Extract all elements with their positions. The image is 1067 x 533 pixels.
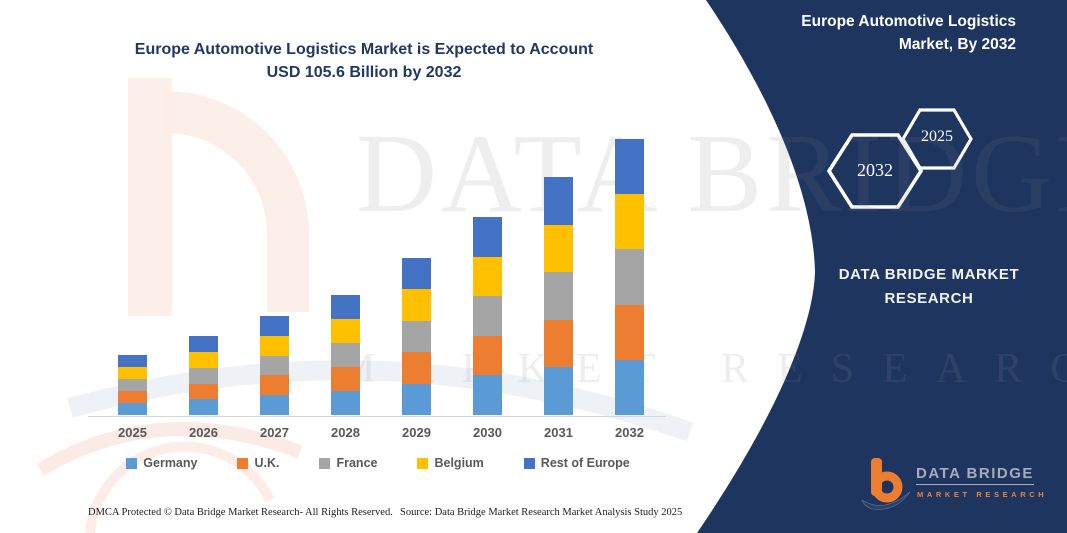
- bar-segment-2026-france: [189, 368, 218, 384]
- legend-item-france: France: [319, 456, 377, 470]
- bar-segment-2029-rest-of-europe: [402, 258, 431, 289]
- chart-legend: Germany U.K. France Belgium Rest of Europe: [88, 456, 668, 470]
- bar-segment-2032-france: [615, 249, 644, 305]
- bar-segment-2032-germany: [615, 360, 644, 415]
- x-tick-2027: 2027: [260, 425, 289, 440]
- footer-source-text: Source: Data Bridge Market Research Mark…: [400, 507, 683, 518]
- watermark-arc-pink: [85, 441, 275, 533]
- org-name-line2: RESEARCH: [884, 290, 974, 307]
- org-name: DATA BRIDGE MARKET RESEARCH: [790, 263, 1067, 311]
- bar-segment-2030-rest-of-europe: [473, 217, 502, 257]
- bar-segment-2027-u-k-: [260, 375, 289, 395]
- bar-segment-2029-belgium: [402, 289, 431, 321]
- logo-b-bowl: [871, 471, 903, 503]
- bar-segment-2026-germany: [189, 399, 218, 415]
- bar-segment-2030-u-k-: [473, 336, 502, 375]
- bar-segment-2029-u-k-: [402, 352, 431, 384]
- bar-segment-2028-u-k-: [331, 367, 360, 391]
- footer-dmca-text: DMCA Protected © Data Bridge Market Rese…: [88, 507, 393, 518]
- legend-item-rest-of-europe: Rest of Europe: [523, 456, 630, 470]
- bar-segment-2028-france: [331, 343, 360, 367]
- x-tick-2025: 2025: [118, 425, 147, 440]
- legend-label: Germany: [143, 456, 198, 470]
- bar-segment-2027-france: [260, 356, 289, 375]
- bar-segment-2027-belgium: [260, 336, 289, 356]
- panel-title: Europe Automotive Logistics Market, By 2…: [716, 11, 1016, 57]
- logo-name-text: DATA BRIDGE: [916, 465, 1034, 485]
- bar-segment-2026-belgium: [189, 352, 218, 368]
- legend-item-u-k-: U.K.: [237, 456, 279, 470]
- legend-label: Rest of Europe: [540, 456, 630, 470]
- bar-segment-2030-germany: [473, 375, 502, 415]
- org-name-line1: DATA BRIDGE MARKET: [838, 266, 1020, 283]
- hexagon-2032-label: 2032: [857, 160, 893, 180]
- bar-segment-2026-rest-of-europe: [189, 336, 218, 352]
- bar-segment-2025-belgium: [118, 367, 147, 379]
- legend-swatch-icon: [319, 457, 331, 469]
- bar-segment-2028-belgium: [331, 319, 360, 343]
- legend-swatch-icon: [417, 457, 429, 469]
- legend-label: France: [336, 456, 378, 470]
- bar-segment-2031-belgium: [544, 225, 573, 272]
- bar-segment-2030-belgium: [473, 257, 502, 296]
- logo-subtitle-text: MARKET RESEARCH: [917, 490, 1048, 499]
- chart-title-line2: USD 105.6 Billion by 2032: [266, 64, 462, 82]
- watermark-swoosh-gray: [67, 360, 694, 442]
- x-axis-labels: 2025 2026 2027 2028 2029 2030 2031 2032: [88, 425, 668, 443]
- brand-logo-icon: [861, 458, 911, 510]
- bar-segment-2031-rest-of-europe: [544, 177, 573, 225]
- bar-segment-2027-rest-of-europe: [260, 316, 289, 336]
- watermark-b-stem: [128, 78, 172, 316]
- chart-title-line1: Europe Automotive Logistics Market is Ex…: [134, 41, 594, 58]
- x-tick-2028: 2028: [331, 425, 360, 440]
- bar-segment-2028-rest-of-europe: [331, 295, 360, 319]
- chart-title: Europe Automotive Logistics Market is Ex…: [64, 38, 664, 84]
- logo-swoosh: [861, 491, 911, 510]
- bar-segment-2025-rest-of-europe: [118, 355, 147, 367]
- plot-area: [88, 122, 668, 415]
- bar-segment-2025-u-k-: [118, 391, 147, 403]
- x-tick-2030: 2030: [473, 425, 502, 440]
- bar-segment-2027-germany: [260, 395, 289, 415]
- brand-logo: DATA BRIDGE MARKET RESEARCH: [858, 454, 1058, 516]
- bar-segment-2025-france: [118, 379, 147, 391]
- panel-title-line1: Europe Automotive Logistics: [801, 13, 1016, 30]
- hexagon-2025-label: 2025: [921, 128, 953, 145]
- bar-segment-2026-u-k-: [189, 384, 218, 399]
- bar-segment-2032-u-k-: [615, 305, 644, 360]
- x-axis-line: [88, 416, 666, 417]
- x-tick-2032: 2032: [615, 425, 644, 440]
- bar-segment-2032-rest-of-europe: [615, 139, 644, 194]
- legend-item-germany: Germany: [126, 456, 197, 470]
- legend-swatch-icon: [126, 457, 138, 469]
- legend-item-belgium: Belgium: [417, 456, 484, 470]
- panel-title-line2: Market, By 2032: [898, 35, 1016, 53]
- bar-segment-2029-germany: [402, 384, 431, 415]
- bar-segment-2028-germany: [331, 391, 360, 415]
- bar-segment-2025-germany: [118, 403, 147, 415]
- watermark-b-bowl: [164, 90, 309, 312]
- bar-segment-2031-germany: [544, 367, 573, 415]
- bar-segment-2029-france: [402, 321, 431, 352]
- bar-segment-2030-france: [473, 296, 502, 336]
- hexagon-2032: [826, 133, 924, 209]
- x-tick-2029: 2029: [402, 425, 431, 440]
- watermark-swoosh-pink: [36, 421, 303, 477]
- legend-label: Belgium: [434, 456, 484, 470]
- legend-swatch-icon: [523, 457, 535, 469]
- x-tick-2031: 2031: [544, 425, 573, 440]
- x-tick-2026: 2026: [189, 425, 218, 440]
- legend-swatch-icon: [237, 457, 249, 469]
- legend-label: U.K.: [254, 456, 280, 470]
- bar-segment-2032-belgium: [615, 194, 644, 249]
- brand-panel-shape: [697, 0, 1067, 533]
- bar-segment-2031-france: [544, 272, 573, 320]
- bar-segment-2031-u-k-: [544, 320, 573, 367]
